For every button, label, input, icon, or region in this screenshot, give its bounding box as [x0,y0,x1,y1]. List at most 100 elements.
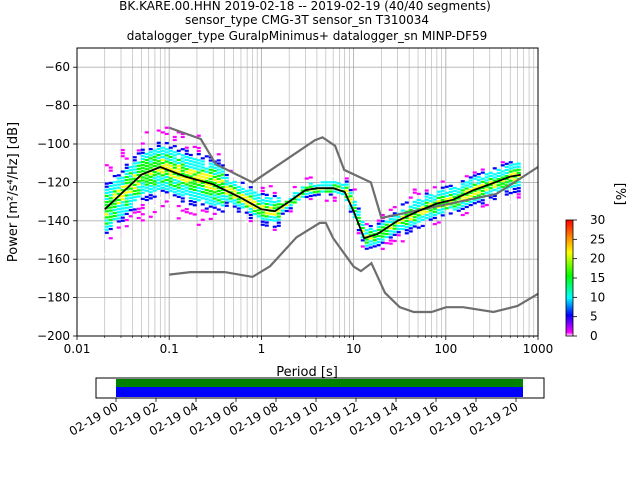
heatmap-cell [172,160,177,163]
heatmap-cell [104,176,109,179]
heatmap-cell [112,217,117,221]
heatmap-cell [140,191,145,194]
heatmap-cell [396,231,401,234]
heatmap-cell [456,175,461,179]
heatmap-cell [272,225,277,228]
heatmap-cell [464,181,469,184]
heatmap-cell [300,189,305,192]
heatmap-cell [432,210,437,213]
heatmap-cell [104,200,109,204]
heatmap-cell [492,185,497,188]
heatmap-cell [296,198,301,201]
heatmap-cell [116,198,121,202]
heatmap-cell [232,183,237,187]
heatmap-cell [428,209,433,212]
heatmap-cell [456,191,461,194]
heatmap-cell [352,194,357,197]
heatmap-cell [352,203,357,206]
heatmap-cell [436,193,441,196]
heatmap-cell [104,191,109,194]
heatmap-cell [116,180,121,183]
heatmap-cell [168,158,173,162]
heatmap-cell [152,177,157,180]
heatmap-cell [264,196,269,200]
heatmap-cell [224,201,229,204]
heatmap-cell [424,217,429,220]
heatmap-cell [504,162,509,165]
heatmap-cell [160,149,165,152]
heatmap-cell [456,209,461,212]
heatmap-cell [136,189,141,192]
heatmap-cell [220,176,225,179]
heatmap-cell [264,215,269,218]
noise-model-low [169,221,539,314]
heatmap-cell [120,179,125,182]
heatmap-cell [420,206,425,209]
heatmap-cell [144,208,149,211]
heatmap-cell [104,188,109,191]
heatmap-cell [104,237,109,241]
heatmap-cell [492,182,497,185]
heatmap-cell [208,162,213,165]
heatmap-cell [504,193,509,196]
heatmap-cell [104,231,109,234]
heatmap-cell [392,206,397,209]
heatmap-cell [152,189,157,192]
heatmap-cell [144,168,149,171]
heatmap-cell [112,205,117,208]
heatmap-cell [172,138,177,142]
heatmap-cell [160,168,165,171]
heatmap-cell [392,218,397,221]
heatmap-cell [160,158,165,162]
heatmap-cell [476,185,481,188]
heatmap-cell [264,218,269,221]
heatmap-cell [184,208,189,211]
heatmap-cell [252,213,257,216]
heatmap-cell [144,186,149,189]
heatmap-cell [368,237,373,240]
heatmap-cell [216,180,221,184]
heatmap-cell [220,170,225,173]
heatmap-cell [212,178,217,182]
heatmap-cell [264,193,269,196]
heatmap-cell [136,161,141,164]
heatmap-cell [436,190,441,193]
heatmap-cell [152,161,157,165]
heatmap-cell [228,200,233,203]
heatmap-cell [508,161,513,164]
heatmap-cell [220,204,225,207]
y-tick-label: −80 [45,99,70,113]
heatmap-cell [392,215,397,218]
heatmap-cell [316,196,321,199]
colorbar-tick-label: 25 [590,232,605,246]
heatmap-cell [508,164,513,167]
heatmap-cell [472,199,477,202]
heatmap-cell [144,195,149,198]
y-tick-label: −140 [37,214,70,228]
heatmap-cell [216,171,221,174]
y-tick-label: −160 [37,252,70,266]
heatmap-cell [488,187,493,190]
heatmap-cell [140,213,145,216]
heatmap-cell [420,209,425,212]
heatmap-cell [376,228,381,231]
heatmap-cell [164,160,169,163]
heatmap-cell [392,227,397,230]
heatmap-cell [152,183,157,186]
heatmap-cell [276,200,281,203]
heatmap-cell [120,185,125,189]
heatmap-cell [172,157,177,160]
heatmap-cell [356,210,361,213]
heatmap-cell [124,206,129,209]
heatmap-cell [120,219,125,222]
heatmap-cell [412,203,417,207]
heatmap-cell [164,200,169,203]
heatmap-cell [388,227,393,230]
heatmap-cell [408,214,413,218]
heatmap-cell [240,193,245,197]
heatmap-cell [104,228,109,231]
heatmap-cell [488,180,493,184]
heatmap-cell [380,223,385,226]
heatmap-cell [148,151,153,154]
heatmap-cell [164,172,169,175]
